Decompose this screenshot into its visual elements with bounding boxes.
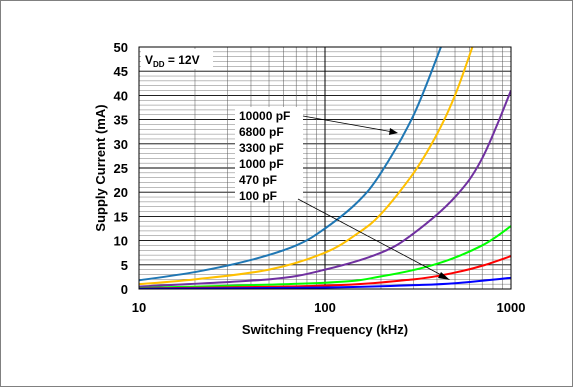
vdd-label-main: V (145, 53, 153, 67)
vdd-label-box (141, 49, 213, 69)
arrowhead-10000pf (389, 128, 398, 135)
y-tick-labels: 0 5 10 15 20 25 30 35 40 45 50 (114, 40, 128, 297)
plot-area-border (138, 46, 512, 290)
arrow-100pf (297, 198, 446, 278)
x-tick-label: 1000 (497, 300, 526, 315)
y-tick-label: 50 (114, 40, 128, 55)
vdd-label-sub: DD (153, 60, 165, 69)
arrow-10000pf (302, 115, 394, 133)
capacitance-label: 3300 pF (239, 141, 284, 155)
series-line-1000-pf (139, 225, 511, 289)
vdd-label-rest: = 12V (165, 53, 200, 67)
arrowhead-100pf (438, 272, 450, 280)
series-line-100-pf (139, 276, 511, 289)
series-line-3300-pf (139, 90, 511, 288)
capacitance-label: 6800 pF (239, 125, 284, 139)
series-line-10000-pf (139, 47, 442, 282)
capacitance-label: 10000 pF (239, 109, 290, 123)
capacitance-label: 470 pF (239, 173, 277, 187)
x-tick-label: 10 (132, 300, 146, 315)
x-axis-title: Switching Frequency (kHz) (242, 322, 408, 337)
y-axis-title: Supply Current (mA) (93, 104, 108, 231)
y-tick-label: 20 (114, 185, 128, 200)
y-tick-label: 15 (114, 209, 128, 224)
capacitance-label: 100 pF (239, 189, 277, 203)
y-tick-label: 30 (114, 137, 128, 152)
vdd-label: VDD = 12V (145, 53, 200, 69)
series-line-470-pf (139, 255, 511, 289)
y-tick-label: 35 (114, 113, 128, 128)
capacitance-label: 1000 pF (239, 157, 284, 171)
y-tick-label: 25 (114, 161, 128, 176)
y-tick-label: 45 (114, 64, 128, 79)
trend-arrows (297, 115, 450, 280)
y-tick-label: 10 (114, 234, 128, 249)
data-curves (139, 47, 511, 289)
capacitance-labels: 10000 pF 6800 pF 3300 pF 1000 pF 470 pF 100 p… (239, 109, 290, 203)
capacitance-labels-box (235, 107, 303, 201)
y-tick-label: 40 (114, 88, 128, 103)
x-tick-label: 100 (314, 300, 336, 315)
x-tick-labels: 10 100 1000 (132, 300, 526, 315)
series-line-6800-pf (139, 47, 474, 286)
y-tick-label: 5 (121, 258, 128, 273)
y-tick-label: 0 (121, 282, 128, 297)
